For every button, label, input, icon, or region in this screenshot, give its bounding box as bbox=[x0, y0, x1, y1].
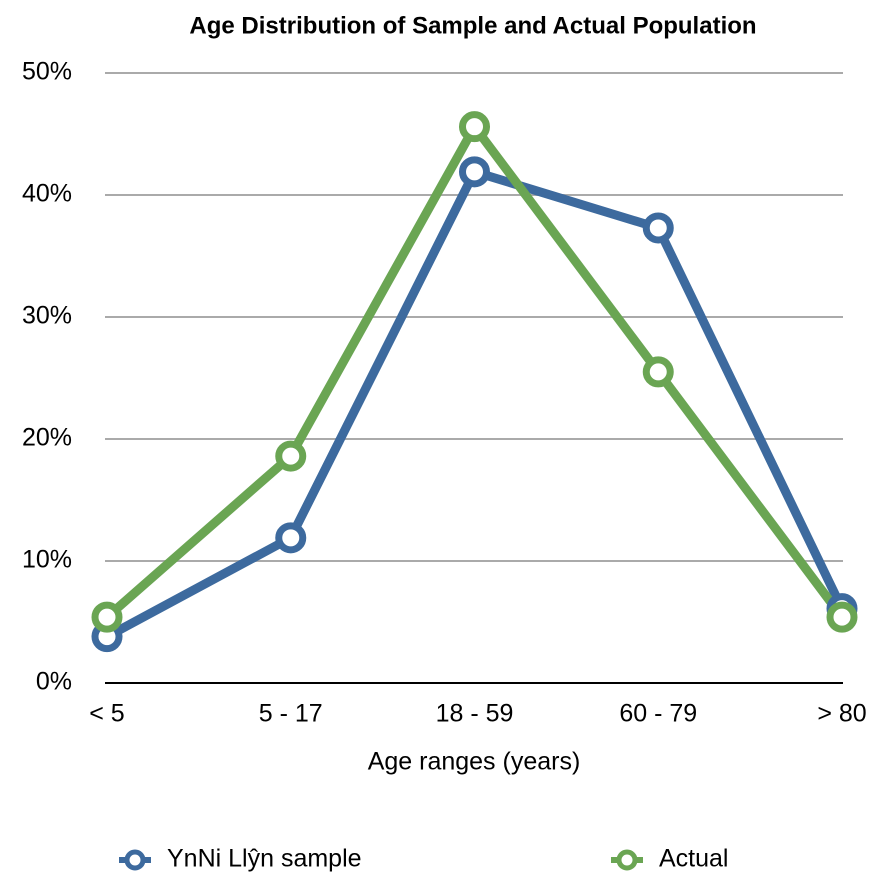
legend-marker bbox=[616, 849, 638, 871]
data-point bbox=[459, 156, 490, 188]
y-tick-label: 30% bbox=[22, 302, 72, 330]
x-tick-label: 60 - 79 bbox=[619, 700, 697, 728]
legend-label: Actual bbox=[659, 845, 728, 873]
data-point bbox=[826, 601, 858, 633]
x-tick-label: 18 - 59 bbox=[436, 700, 514, 728]
legend-label: YnNi Llŷn sample bbox=[167, 845, 362, 873]
data-point bbox=[275, 522, 307, 554]
y-tick-label: 10% bbox=[22, 546, 72, 574]
y-tick-label: 50% bbox=[22, 58, 72, 86]
y-tick-label: 0% bbox=[36, 668, 72, 696]
data-point bbox=[642, 212, 674, 244]
chart-title: Age Distribution of Sample and Actual Po… bbox=[189, 12, 756, 39]
data-point bbox=[275, 440, 307, 472]
y-tick-label: 20% bbox=[22, 424, 72, 452]
data-point bbox=[642, 356, 674, 388]
x-tick-label: < 5 bbox=[89, 700, 124, 728]
data-point bbox=[91, 601, 123, 633]
legend-marker bbox=[124, 849, 146, 871]
data-point bbox=[459, 111, 490, 143]
y-tick-label: 40% bbox=[22, 180, 72, 208]
x-tick-label: 5 - 17 bbox=[259, 700, 323, 728]
x-axis-label: Age ranges (years) bbox=[368, 748, 581, 776]
x-tick-label: > 80 bbox=[817, 700, 866, 728]
series-line bbox=[104, 167, 847, 641]
